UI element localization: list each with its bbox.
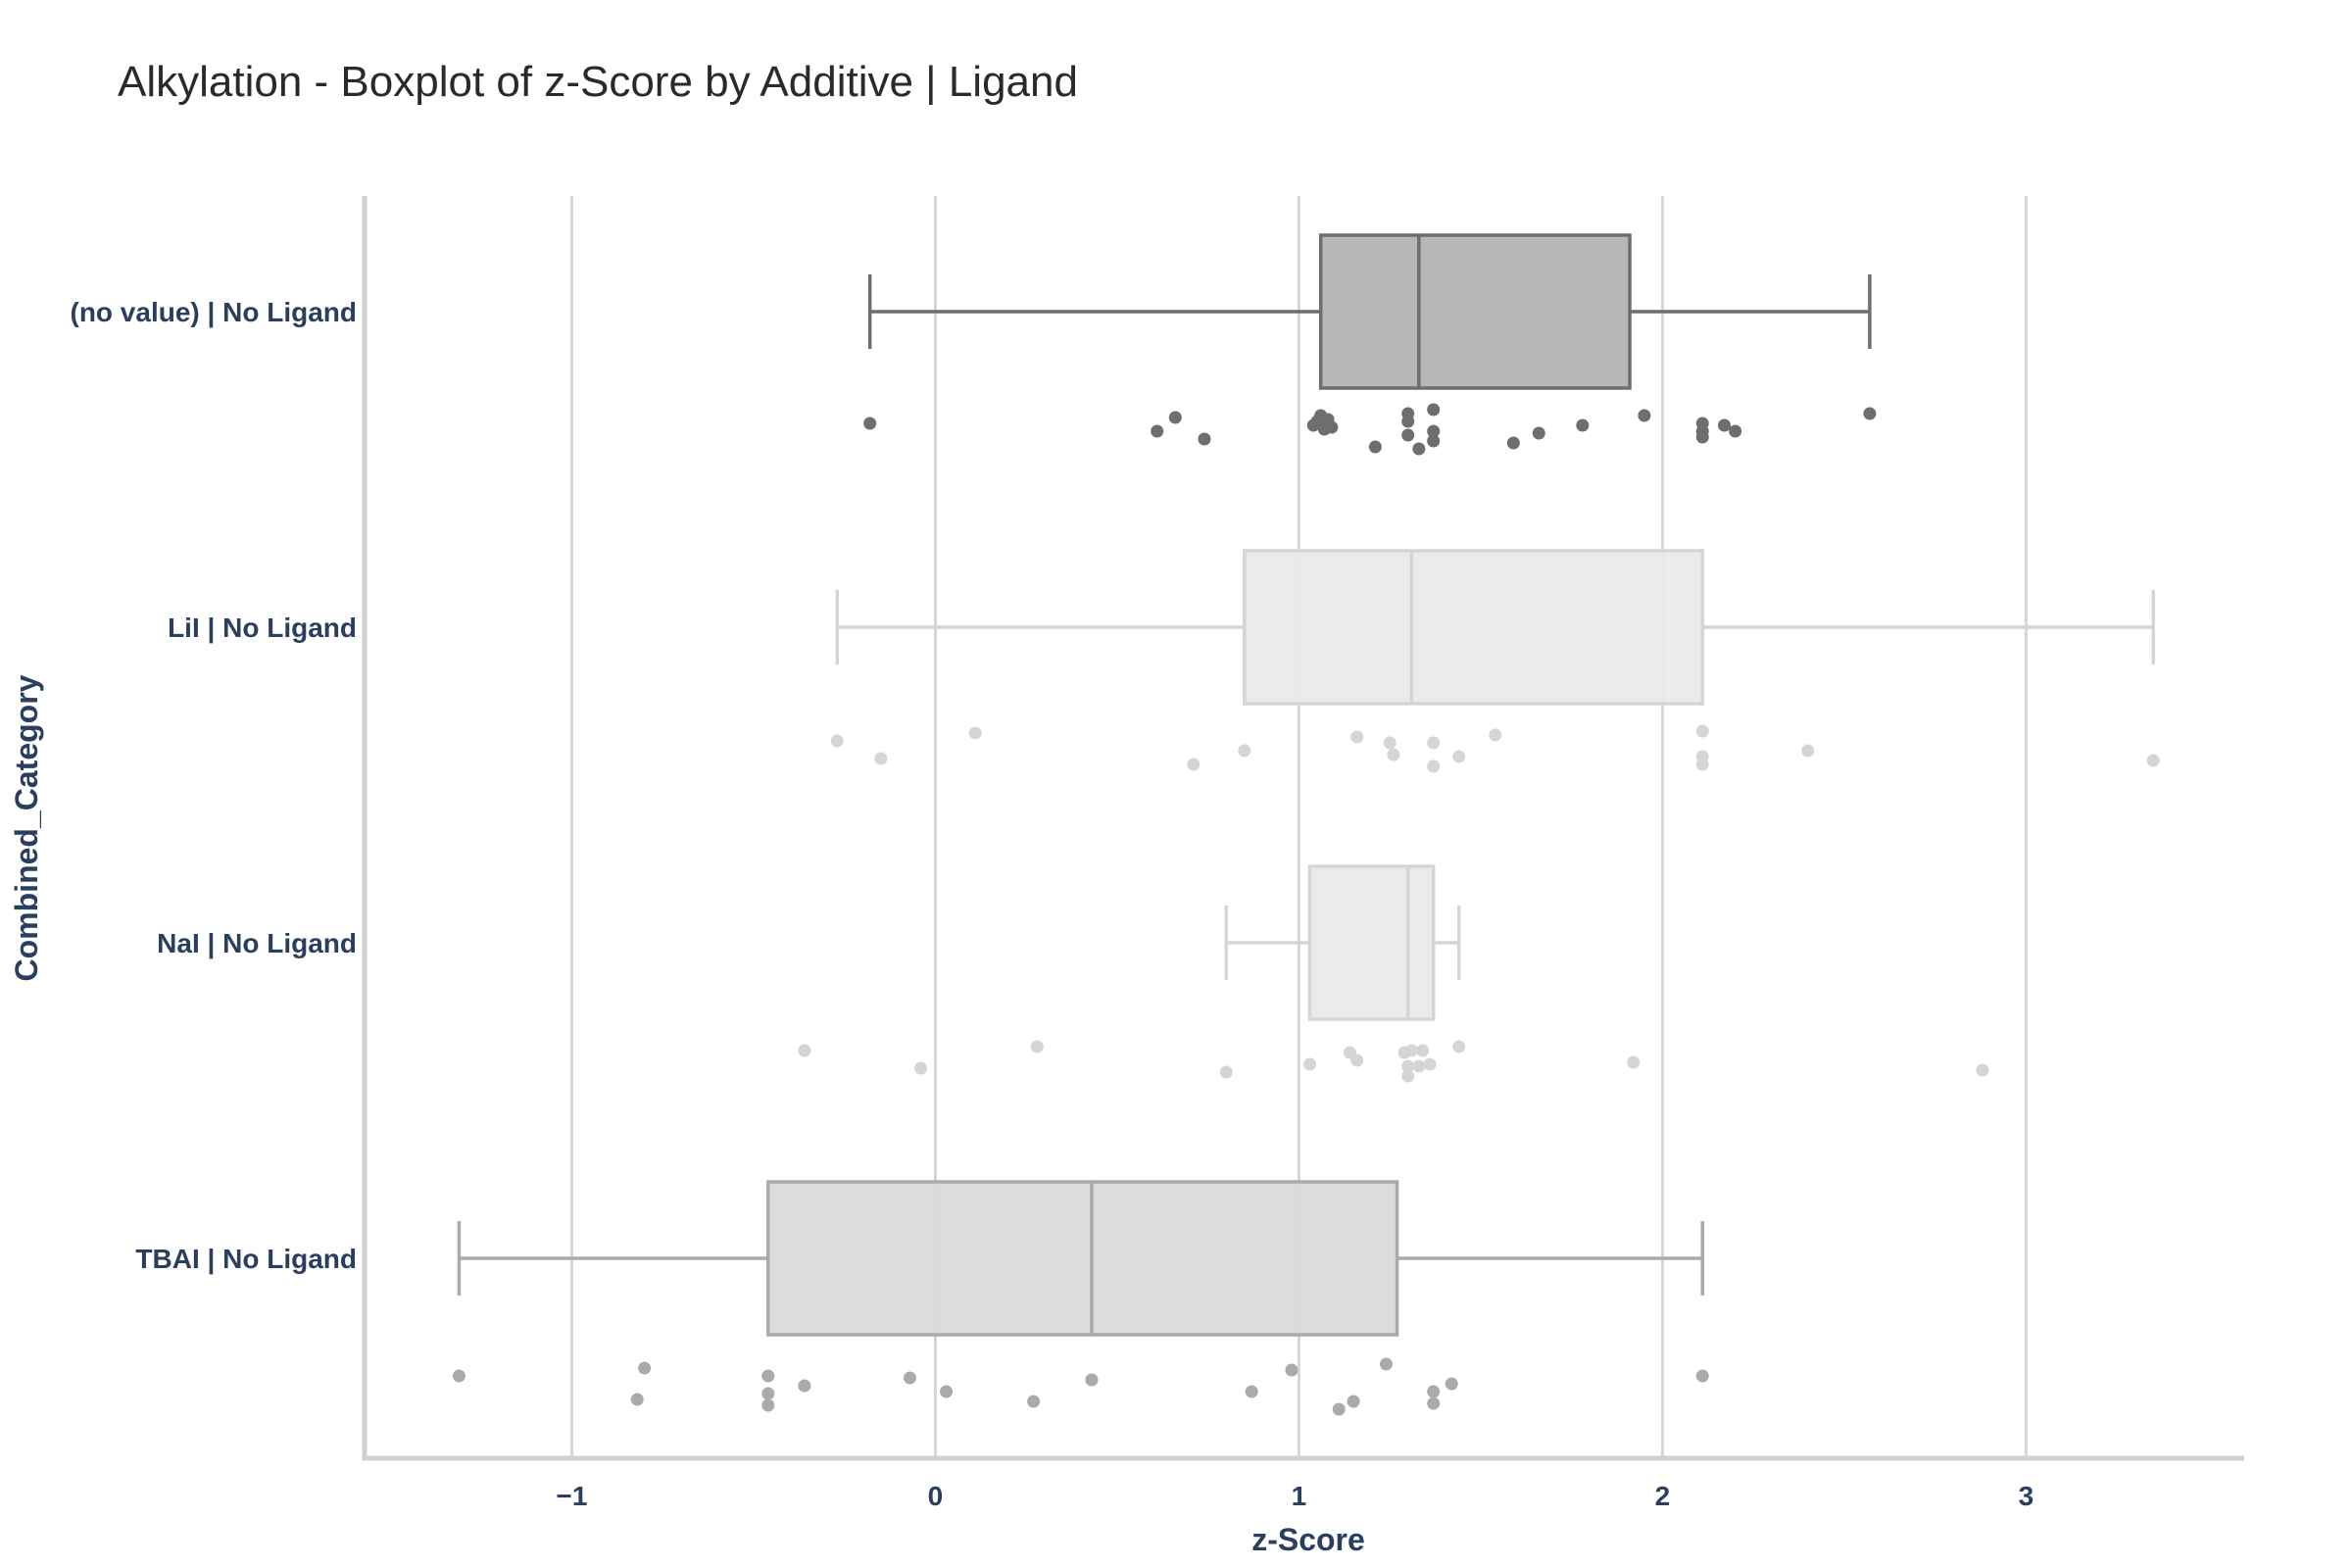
data-point [1412, 442, 1426, 456]
data-point [968, 726, 982, 740]
data-point [1401, 415, 1415, 428]
box-group [1224, 864, 1461, 1021]
data-point [1427, 1396, 1441, 1410]
data-point [1576, 418, 1590, 432]
data-point [1695, 758, 1709, 771]
axes [362, 196, 2244, 1461]
data-point [1627, 1055, 1641, 1069]
data-point [1387, 748, 1400, 761]
iqr-box [1243, 549, 1704, 706]
data-point [1427, 424, 1441, 438]
data-point [1027, 1395, 1041, 1408]
data-point [1198, 432, 1211, 446]
data-point [761, 1398, 775, 1412]
data-point [1638, 409, 1651, 422]
y-tick-label: TBAI | No Ligand [135, 1244, 357, 1274]
x-tick-label: 3 [2019, 1481, 2034, 1511]
data-point [874, 752, 888, 765]
iqr-box [1307, 864, 1436, 1021]
data-point [1238, 744, 1251, 758]
data-point [2146, 754, 2160, 767]
data-point [761, 1369, 775, 1383]
data-point [1452, 750, 1466, 763]
data-point [1427, 403, 1441, 416]
x-tick-label: 1 [1292, 1481, 1307, 1511]
chart-title: Alkylation - Boxplot of z-Score by Addit… [118, 58, 1078, 106]
data-point [1285, 1363, 1298, 1377]
data-point [1245, 1385, 1258, 1398]
data-point [1695, 430, 1709, 444]
data-point [1976, 1063, 1989, 1077]
x-axis-title: z-Score [1251, 1522, 1365, 1557]
data-point [1695, 1369, 1709, 1383]
data-point [1452, 1040, 1466, 1054]
data-point [914, 1061, 928, 1075]
x-tick-label: 2 [1655, 1481, 1671, 1511]
data-point [1350, 730, 1364, 744]
data-point [1401, 1069, 1415, 1083]
data-point [798, 1379, 811, 1393]
x-tick-label: 0 [928, 1481, 944, 1511]
y-tick-label: LiI | No Ligand [168, 612, 357, 643]
data-point [1423, 1057, 1437, 1071]
y-axis-title: Combined_Category [9, 674, 44, 981]
tick-labels: −1 0 1 2 3 (no value) | No Ligand LiI | No Lig… [71, 297, 2034, 1511]
data-point [1489, 728, 1502, 742]
box-group [457, 1180, 1704, 1337]
iqr-box [1318, 233, 1632, 390]
data-point [630, 1393, 644, 1406]
data-point [1085, 1373, 1099, 1387]
data-point [1030, 1040, 1044, 1054]
data-point [903, 1371, 916, 1385]
data-point [1325, 420, 1339, 434]
data-point [1401, 428, 1415, 442]
data-point [1383, 736, 1396, 750]
data-point [452, 1369, 466, 1383]
data-point [1347, 1395, 1360, 1408]
data-point [1303, 1057, 1317, 1071]
data-point [1404, 1044, 1418, 1057]
box-series [457, 233, 2156, 1337]
data-point [1532, 426, 1545, 440]
data-point [1427, 736, 1441, 750]
data-point [1427, 434, 1441, 448]
data-point [863, 416, 877, 430]
jitter-points [452, 403, 2160, 1416]
data-point [1445, 1377, 1458, 1391]
iqr-box [766, 1180, 1399, 1337]
data-point [1168, 411, 1182, 424]
x-tick-label: −1 [556, 1481, 587, 1511]
data-point [1427, 1385, 1441, 1398]
data-point [1717, 418, 1731, 432]
y-tick-label: NaI | No Ligand [157, 928, 357, 958]
box-group [835, 549, 2156, 706]
data-point [1379, 1357, 1393, 1371]
data-point [1350, 1054, 1364, 1067]
data-point [1368, 440, 1382, 454]
data-point [1151, 424, 1164, 438]
data-point [1401, 1059, 1415, 1073]
data-point [1219, 1065, 1233, 1079]
data-point [1729, 424, 1742, 438]
data-point [830, 734, 844, 748]
data-point [1506, 436, 1520, 450]
data-point [638, 1361, 652, 1375]
data-point [798, 1044, 811, 1057]
data-point [1187, 758, 1200, 771]
data-point [1412, 1059, 1426, 1073]
data-point [1801, 744, 1815, 758]
data-point [1332, 1402, 1346, 1416]
y-tick-label: (no value) | No Ligand [71, 297, 358, 327]
data-point [1416, 1044, 1430, 1057]
data-point [1427, 760, 1441, 773]
box-group [867, 233, 1872, 390]
data-point [1695, 724, 1709, 738]
data-point [940, 1385, 954, 1398]
data-point [761, 1387, 775, 1400]
data-point [1863, 407, 1877, 420]
